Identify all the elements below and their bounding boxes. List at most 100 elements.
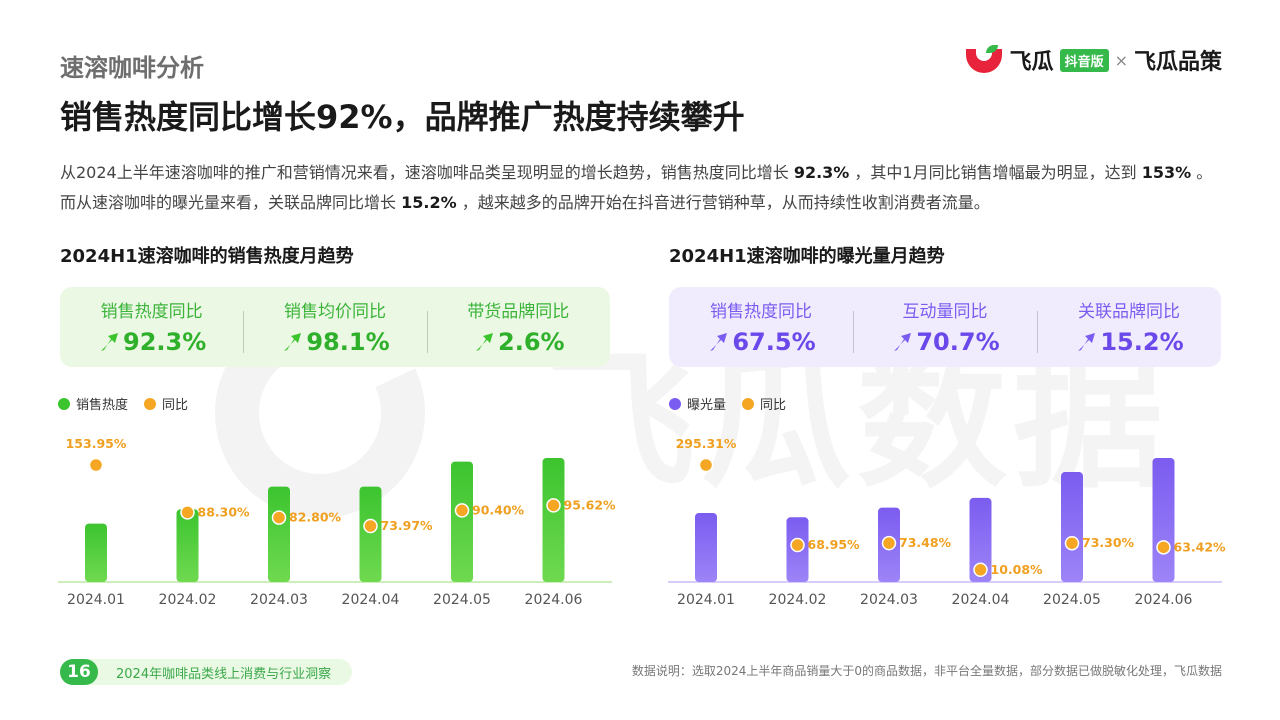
bar-2024.02 (176, 509, 199, 582)
exposure-chart: 2024.01 295.31% 2024.02 68.95% 2024.03 73.48%… (668, 436, 1227, 608)
yoy-data-label: 68.95% (808, 537, 861, 552)
brand-logo: 飞瓜 抖音版 × 飞瓜品策 (964, 44, 1222, 76)
footer-tag: 16 2024年咖啡品类线上消费与行业洞察 (60, 659, 352, 685)
kpi-label: 关联品牌同比 (1078, 301, 1180, 322)
yoy-data-label: 88.30% (198, 504, 251, 519)
x-tick-label: 2024.06 (525, 592, 583, 608)
legend-item-dot: 同比 (144, 394, 188, 413)
yoy-dot (973, 562, 988, 578)
yoy-data-label: 73.30% (1082, 535, 1135, 550)
x-tick-label: 2024.01 (677, 592, 735, 608)
bar-2024.05 (1061, 472, 1083, 582)
bar-2024.04 (969, 497, 992, 582)
x-tick-label: 2024.05 (433, 592, 491, 608)
section-label: 速溶咖啡分析 (60, 54, 204, 82)
yoy-dot (271, 510, 287, 525)
x-tick-label: 2024.05 (1043, 592, 1101, 608)
intro-value-1: 92.3% (793, 163, 850, 182)
logo-brand-left: 飞瓜 (1009, 50, 1054, 75)
intro-text-2: ，其中1月同比销售增幅最为明显，达到 (849, 163, 1142, 182)
yoy-dot (454, 503, 470, 518)
legend-item-bar: 销售热度 (58, 394, 128, 413)
logo-badge: 抖音版 (1059, 48, 1109, 72)
x-tick-label: 2024.04 (342, 592, 400, 608)
left-kpi-box: 销售热度同比 92.3% 销售均价同比 98.1% 带货品牌同比 2.6% (60, 287, 610, 367)
yoy-data-label: 73.48% (899, 535, 952, 550)
x-tick-label: 2024.02 (769, 592, 827, 608)
kpi-value: 70.7% (916, 327, 1000, 356)
kpi-value: 98.1% (306, 327, 390, 356)
trend-up-arrow-icon (894, 332, 912, 351)
trend-up-arrow-icon (476, 332, 494, 351)
page-title: 销售热度同比增长92%，品牌推广热度持续攀升 (60, 98, 745, 136)
yoy-dot (363, 518, 378, 534)
right-kpi-1: 销售热度同比 67.5% (669, 297, 853, 358)
right-chart-title: 2024H1速溶咖啡的曝光量月趋势 (669, 246, 945, 267)
kpi-label: 销售热度同比 (100, 301, 203, 322)
feigua-logo-icon (964, 45, 1004, 75)
yoy-dot (180, 505, 195, 520)
left-kpi-1: 销售热度同比 92.3% (60, 297, 243, 358)
legend-dot-icon (669, 397, 681, 410)
kpi-value: 92.3% (123, 327, 207, 356)
bar-2024.01 (695, 512, 717, 582)
yoy-data-label: 73.97% (381, 518, 434, 533)
right-kpi-3: 关联品牌同比 15.2% (1037, 297, 1221, 358)
intro-value-2: 153% (1141, 163, 1192, 182)
legend-dot-icon (58, 397, 70, 410)
yoy-dot (1064, 535, 1080, 551)
bar-2024.04 (359, 486, 382, 582)
data-source-note: 数据说明：选取2024上半年商品销量大于0的商品数据，非平台全量数据，部分数据已… (631, 664, 1222, 678)
x-tick-label: 2024.04 (952, 592, 1010, 608)
yoy-data-label: 153.95% (66, 436, 127, 451)
kpi-value: 2.6% (498, 327, 565, 356)
right-legend: 曝光量 同比 (669, 394, 786, 413)
trend-up-arrow-icon (284, 332, 302, 351)
yoy-dot (546, 498, 561, 513)
x-tick-label: 2024.06 (1135, 592, 1193, 608)
yoy-dot (698, 457, 714, 473)
legend-label: 同比 (760, 398, 787, 413)
kpi-label: 带货品牌同比 (467, 301, 570, 322)
kpi-value: 15.2% (1100, 327, 1184, 356)
intro-value-3: 15.2% (401, 193, 457, 212)
legend-item-bar: 曝光量 (669, 394, 726, 413)
legend-dot-icon (742, 397, 755, 410)
bar-2024.05 (451, 461, 473, 582)
logo-brand-right: 飞瓜品策 (1133, 50, 1222, 75)
bar-2024.03 (268, 486, 290, 582)
intro-text-3: 。而从速溶咖啡的曝光量来看，关联品牌同比增长 (60, 163, 1213, 212)
footer-title: 2024年咖啡品类线上消费与行业洞察 (116, 666, 332, 682)
legend-item-dot: 同比 (742, 394, 786, 413)
yoy-data-label: 95.62% (564, 497, 617, 512)
bar-2024.01 (85, 523, 107, 582)
legend-label: 销售热度 (76, 398, 129, 413)
kpi-value: 67.5% (732, 327, 816, 356)
bar-2024.06 (1152, 458, 1175, 582)
intro-text-1: 从2024上半年速溶咖啡的推广和营销情况来看，速溶咖啡品类呈现明显的增长趋势，销… (60, 163, 794, 182)
right-kpi-2: 互动量同比 70.7% (853, 297, 1037, 358)
yoy-dot (790, 537, 805, 553)
yoy-data-label: 63.42% (1174, 539, 1227, 554)
intro-text-4: ，越来越多的品牌开始在抖音进行营销种草，从而持续性收割消费者流量。 (456, 193, 990, 212)
trend-up-arrow-icon (710, 332, 728, 351)
legend-dot-icon (144, 397, 157, 410)
kpi-label: 销售热度同比 (710, 301, 812, 322)
yoy-data-label: 295.31% (676, 436, 737, 451)
yoy-data-label: 10.08% (991, 562, 1044, 577)
page-number: 16 (60, 659, 98, 685)
yoy-dot (1156, 540, 1171, 555)
legend-label: 同比 (162, 398, 189, 413)
bar-2024.06 (542, 458, 565, 582)
legend-label: 曝光量 (687, 398, 727, 413)
sales-heat-chart: 2024.01 153.95% 2024.02 88.30% 2024.03 82.80%… (58, 436, 617, 608)
left-kpi-2: 销售均价同比 98.1% (243, 297, 426, 358)
x-tick-label: 2024.01 (67, 592, 125, 608)
logo-separator: × (1114, 50, 1128, 70)
kpi-label: 销售均价同比 (283, 301, 386, 322)
x-tick-label: 2024.03 (250, 592, 308, 608)
trend-up-arrow-icon (101, 332, 119, 351)
left-kpi-3: 带货品牌同比 2.6% (426, 297, 610, 358)
yoy-dot (881, 535, 897, 551)
yoy-data-label: 90.40% (472, 502, 525, 517)
